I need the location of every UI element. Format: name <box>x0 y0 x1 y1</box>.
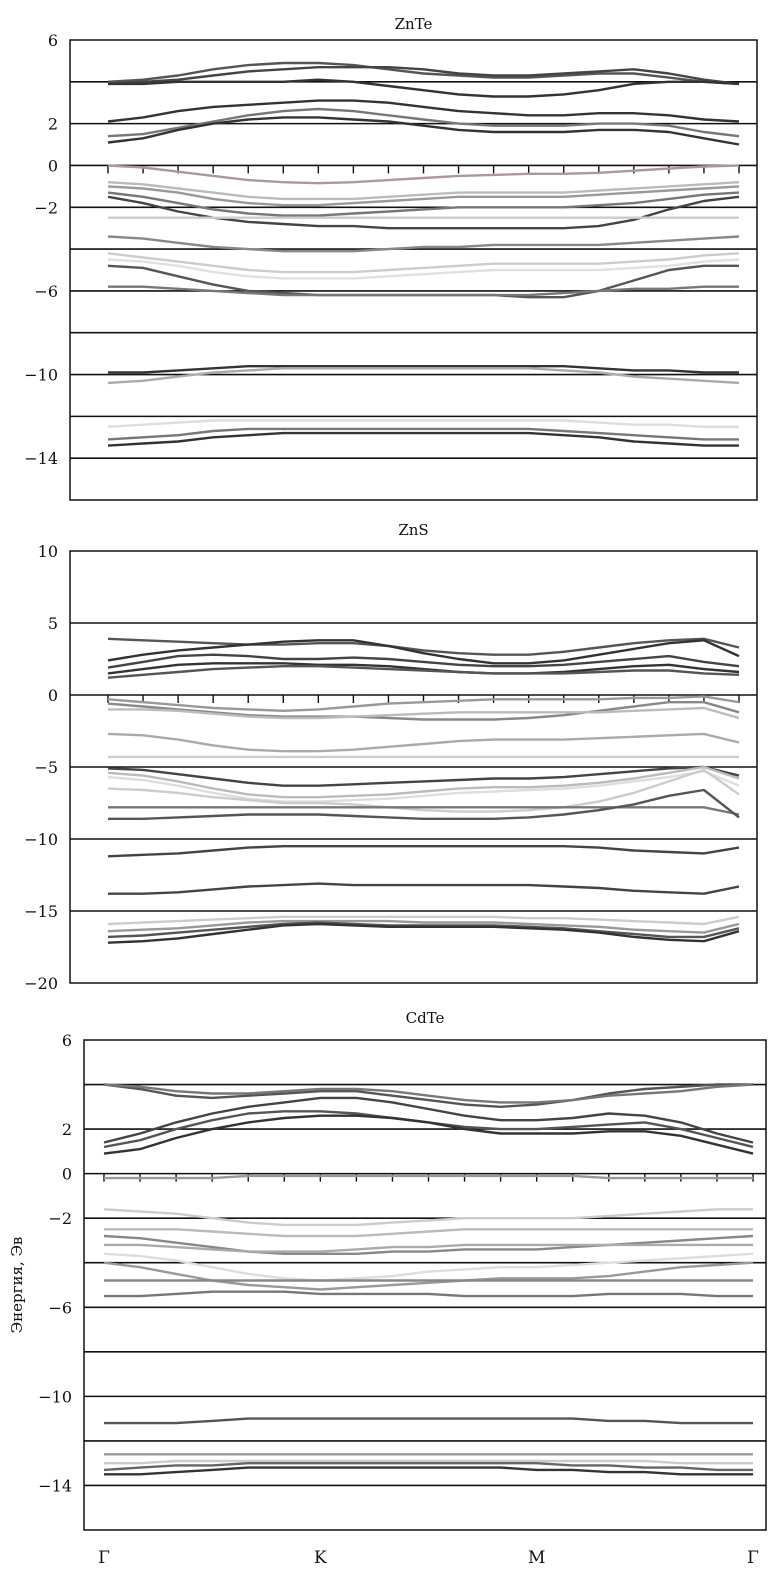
panel-title: ZnS <box>398 521 428 539</box>
plot-frame <box>83 1039 767 1531</box>
band-line <box>103 1261 754 1291</box>
band-line <box>107 235 740 253</box>
y-tick-label: 5 <box>48 614 58 633</box>
panel-title: CdTe <box>406 1009 445 1027</box>
y-tick-label: 6 <box>48 31 58 50</box>
y-tick-label: −10 <box>24 830 58 849</box>
band-line <box>107 65 740 86</box>
y-axis-label: Энергия, Эв <box>8 1237 26 1334</box>
band-line <box>107 922 740 944</box>
x-tick-label: K <box>314 1548 327 1568</box>
y-tick-label: −2 <box>34 198 58 217</box>
y-tick-label: 0 <box>48 686 58 705</box>
panel-znte: ZnTe 6 2 0 −2 −6 −10 −14 <box>24 15 758 501</box>
band-line <box>107 637 740 656</box>
y-tick-label: 6 <box>62 1031 72 1050</box>
band-line <box>103 1096 754 1144</box>
panel-zns: ZnS 10 5 0 −5 −10 −15 −20 <box>24 521 758 993</box>
y-tick-label: 2 <box>48 115 58 134</box>
band-line <box>107 921 740 939</box>
band-line <box>107 107 740 138</box>
y-tick-label: −15 <box>24 902 58 921</box>
band-line <box>104 1228 753 1238</box>
y-tick-label: 0 <box>48 156 58 175</box>
band-line <box>107 431 739 447</box>
plot-frame <box>69 39 758 501</box>
x-tick-label: Γ <box>747 1548 759 1568</box>
y-tick-label: −6 <box>48 1298 72 1317</box>
band-line <box>108 78 740 98</box>
band-line <box>107 639 740 665</box>
y-tick-label: 0 <box>62 1165 72 1184</box>
band-line <box>107 665 740 679</box>
band-line <box>108 365 739 374</box>
band-line <box>107 701 740 721</box>
band-line <box>103 1208 753 1227</box>
band-line <box>107 181 740 201</box>
band-line <box>108 706 740 720</box>
band-line <box>104 1174 753 1180</box>
band-line <box>107 427 739 441</box>
band-line <box>107 695 740 712</box>
x-tick-label: M <box>528 1548 545 1568</box>
y-tick-label: −14 <box>24 449 58 468</box>
band-line <box>103 1114 754 1155</box>
band-line <box>104 1243 753 1253</box>
y-tick-label: −6 <box>34 282 58 301</box>
band-line <box>103 1083 754 1104</box>
y-tick-label: −10 <box>24 366 58 385</box>
band-line <box>104 1459 753 1465</box>
band-line <box>108 788 740 820</box>
y-tick-label: 2 <box>62 1120 72 1139</box>
band-line <box>104 1417 753 1425</box>
y-tick-label: −2 <box>48 1209 72 1228</box>
band-line <box>103 1234 754 1256</box>
band-line <box>107 99 740 123</box>
y-tick-label: −14 <box>38 1476 72 1495</box>
band-line <box>107 765 740 787</box>
band-line <box>107 367 740 385</box>
band-line <box>107 915 740 926</box>
band-line <box>107 765 740 799</box>
band-line <box>107 252 740 274</box>
band-line <box>107 845 740 858</box>
band-line <box>104 1290 753 1298</box>
band-line <box>107 258 740 280</box>
y-tick-label: −20 <box>24 974 58 993</box>
band-line <box>107 191 740 217</box>
band-line <box>107 662 740 675</box>
band-line <box>108 285 739 297</box>
panel-title: ZnTe <box>395 15 433 33</box>
band-line <box>107 768 740 813</box>
y-tick-label: 10 <box>38 542 58 561</box>
band-line <box>104 1466 753 1476</box>
band-line <box>103 1083 753 1109</box>
y-tick-label: −5 <box>34 758 58 777</box>
band-line <box>108 806 740 816</box>
band-line <box>108 882 740 895</box>
y-tick-label: −10 <box>38 1387 72 1406</box>
band-line <box>107 770 740 803</box>
band-line <box>103 1252 754 1282</box>
band-line <box>107 653 740 669</box>
band-line <box>107 116 740 146</box>
band-line <box>103 1461 753 1472</box>
x-tick-label: Γ <box>98 1548 110 1568</box>
band-line <box>107 61 740 86</box>
band-line <box>107 419 739 428</box>
band-line <box>107 185 740 207</box>
band-line <box>107 732 740 753</box>
band-line <box>107 164 740 185</box>
panel-cdte: CdTe 6 2 0 −2 −6 −10 −14 Энергия, Эв Γ K M Γ <box>8 1009 767 1568</box>
band-line <box>107 919 740 934</box>
